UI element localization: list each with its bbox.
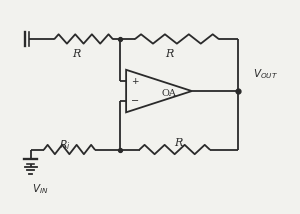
Text: $V_{IN}$: $V_{IN}$	[32, 182, 49, 196]
Text: +: +	[131, 77, 138, 86]
Text: R: R	[174, 138, 183, 148]
Text: R: R	[165, 49, 174, 59]
Text: −: −	[130, 96, 139, 106]
Text: $R_i$: $R_i$	[59, 138, 71, 152]
Text: OA: OA	[162, 89, 177, 98]
Text: $V_{OUT}$: $V_{OUT}$	[253, 67, 278, 81]
Text: R: R	[73, 49, 81, 59]
